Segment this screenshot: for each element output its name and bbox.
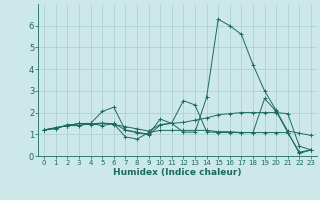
X-axis label: Humidex (Indice chaleur): Humidex (Indice chaleur) [113,168,242,177]
